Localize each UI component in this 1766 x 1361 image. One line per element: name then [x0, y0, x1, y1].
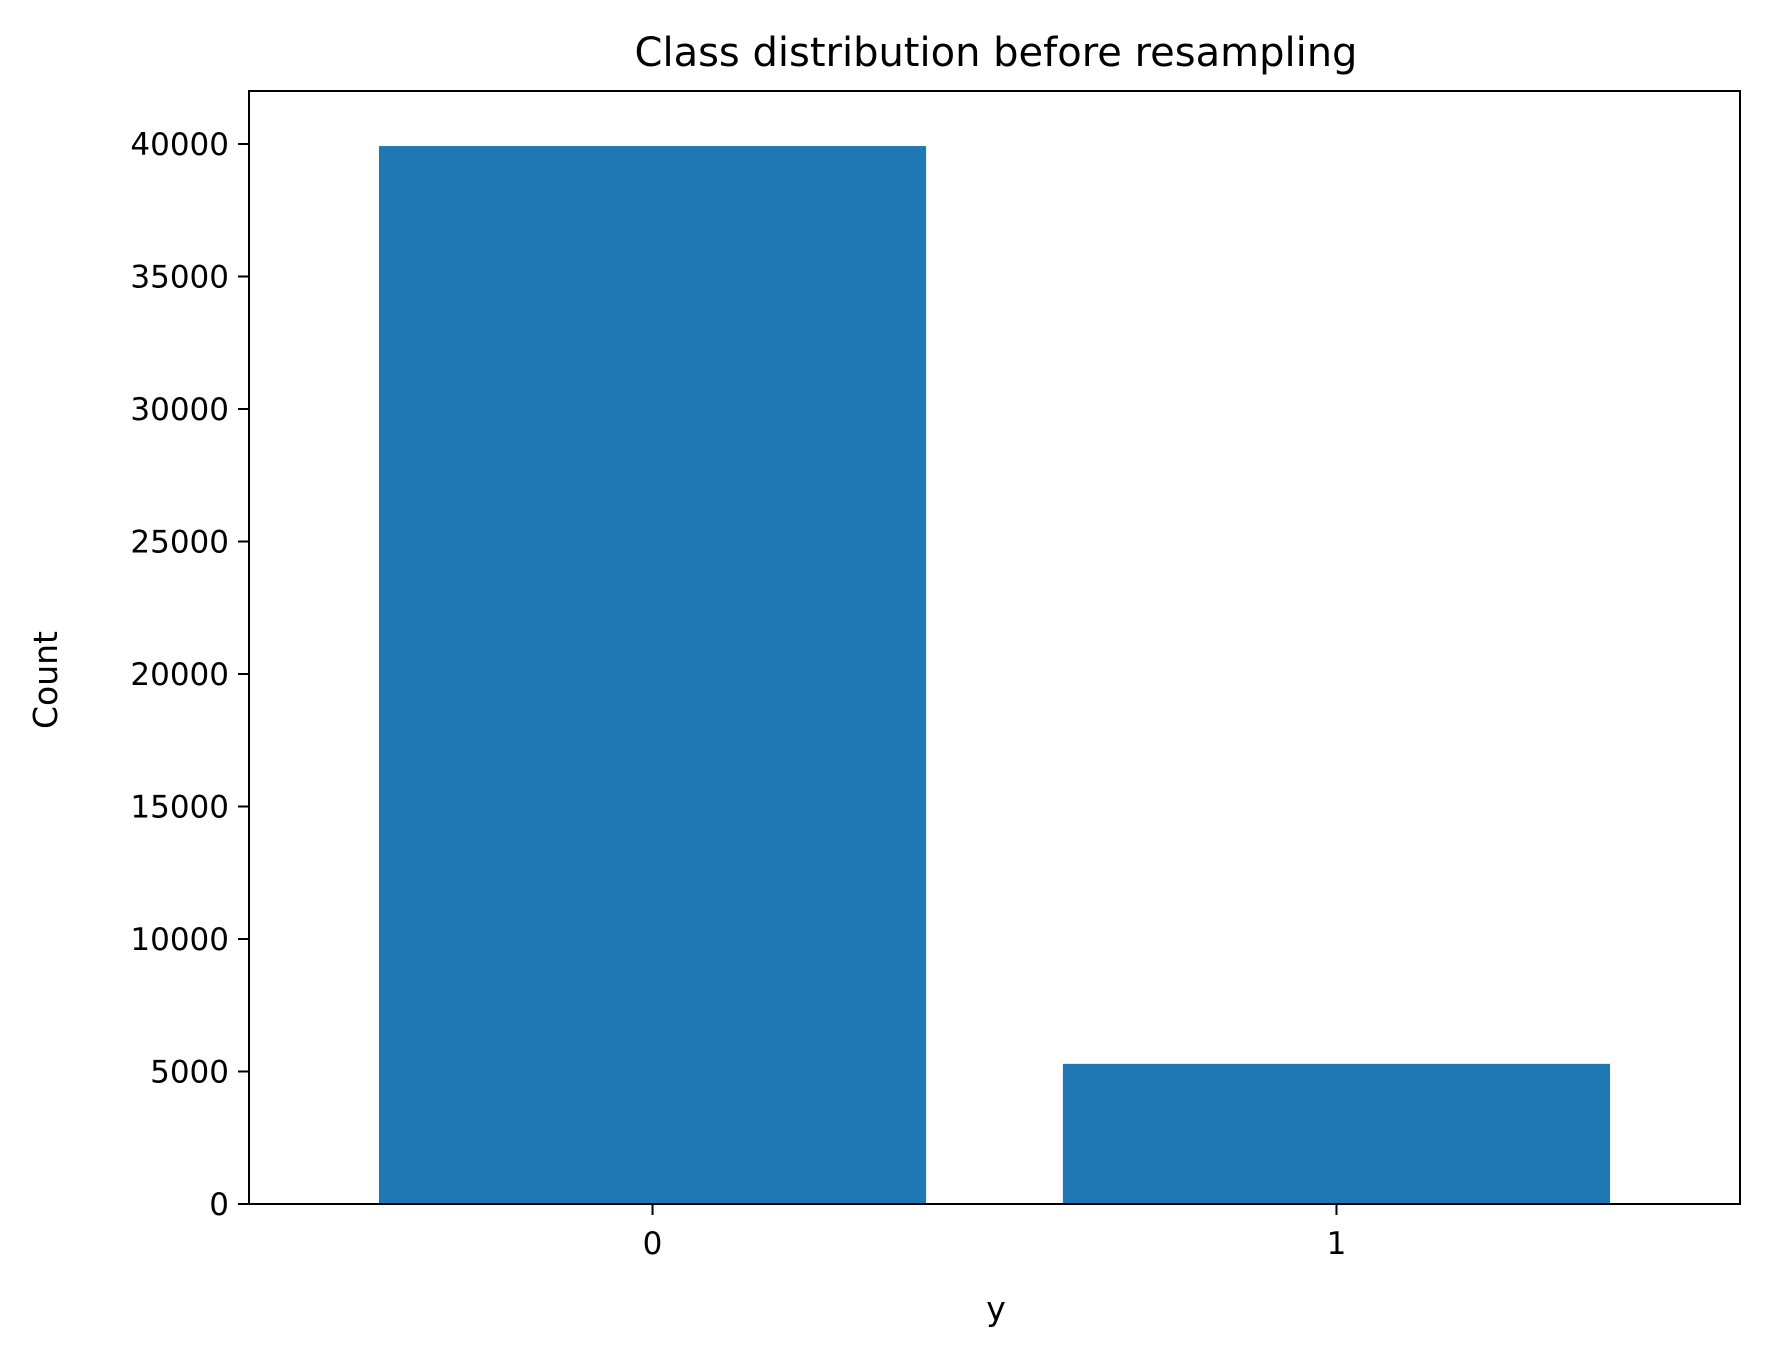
y-tick-label: 25000 — [130, 525, 229, 561]
x-tick-label: 0 — [643, 1226, 663, 1262]
y-tick-label: 30000 — [130, 392, 229, 428]
y-tick-label: 0 — [209, 1187, 229, 1223]
y-tick-label: 15000 — [130, 790, 229, 826]
y-tick-label: 40000 — [130, 127, 229, 163]
y-tick-label: 35000 — [130, 260, 229, 296]
y-tick-label: 20000 — [130, 657, 229, 693]
bar-1 — [1062, 1063, 1611, 1204]
chart-title: Class distribution before resampling — [635, 30, 1358, 76]
y-tick-label: 10000 — [130, 922, 229, 958]
x-tick-label: 1 — [1327, 1226, 1347, 1262]
plot-frame — [248, 90, 1741, 1205]
bar-0 — [378, 146, 927, 1204]
y-tick-label: 5000 — [150, 1055, 229, 1091]
x-axis-label: y — [986, 1289, 1006, 1328]
plot-area: 0 5000 10000 15000 20000 25000 30000 35000 40000… — [130, 90, 1741, 1262]
y-axis-label: Count — [26, 631, 65, 729]
